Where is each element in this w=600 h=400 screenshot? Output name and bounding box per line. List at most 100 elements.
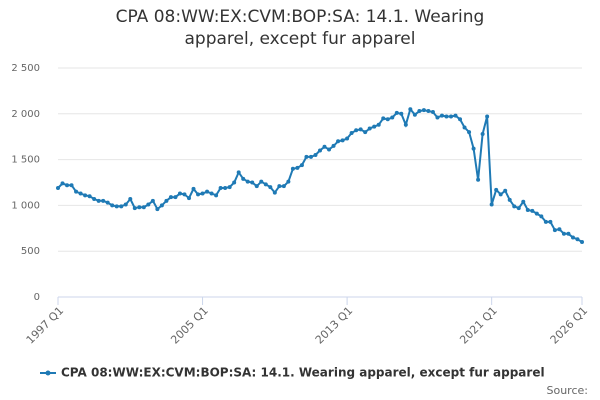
point: [534, 211, 539, 216]
point: [200, 191, 205, 196]
x-tick-label: 1997 Q1: [24, 304, 67, 347]
point: [421, 108, 426, 113]
legend-marker: [45, 370, 51, 376]
point: [187, 196, 191, 201]
point: [150, 198, 155, 203]
point: [439, 113, 444, 118]
point: [494, 187, 499, 192]
point: [218, 185, 223, 190]
point: [525, 207, 530, 212]
point: [381, 116, 386, 121]
chart-title: CPA 08:WW:EX:CVM:BOP:SA: 14.1. Wearing a…: [115, 7, 485, 49]
point: [485, 114, 490, 119]
point: [476, 177, 481, 182]
point: [132, 206, 137, 211]
point: [146, 202, 151, 207]
point: [530, 208, 535, 213]
point: [168, 195, 173, 200]
point: [263, 182, 268, 187]
point: [281, 184, 286, 189]
point: [214, 193, 219, 198]
point: [489, 202, 494, 207]
point: [110, 203, 115, 208]
point: [119, 204, 124, 209]
point: [453, 113, 458, 118]
point: [155, 207, 160, 212]
point: [354, 128, 359, 133]
point: [105, 200, 110, 205]
point: [363, 130, 368, 135]
point: [521, 199, 526, 204]
y-tick-label: 2 000: [11, 109, 40, 120]
y-tick-label: 1 500: [11, 155, 40, 166]
point: [471, 146, 476, 151]
point: [60, 181, 65, 186]
point: [367, 126, 372, 131]
point: [69, 183, 74, 188]
point: [503, 188, 508, 193]
x-tick-label: 2005 Q1: [168, 304, 211, 347]
point: [385, 117, 390, 122]
point: [345, 136, 350, 141]
point: [196, 192, 201, 197]
y-tick-label: 1 000: [11, 200, 40, 211]
point: [336, 139, 341, 144]
point: [268, 185, 273, 190]
point: [580, 240, 584, 245]
point: [575, 237, 580, 242]
point: [209, 191, 214, 196]
point: [308, 154, 313, 159]
point: [566, 231, 571, 236]
point: [403, 122, 408, 127]
legend-label: CPA 08:WW:EX:CVM:BOP:SA: 14.1. Wearing a…: [61, 366, 545, 380]
point: [408, 107, 413, 112]
point: [372, 124, 377, 129]
y-tick-label: 2 500: [11, 63, 40, 74]
point: [159, 203, 164, 208]
point: [318, 148, 322, 153]
point: [331, 143, 336, 148]
point: [358, 127, 363, 132]
point: [232, 180, 237, 185]
point: [444, 114, 449, 119]
point: [254, 184, 259, 189]
point: [539, 214, 544, 219]
point: [507, 197, 512, 202]
point: [498, 192, 503, 197]
point: [570, 235, 575, 240]
point: [65, 183, 70, 188]
point: [286, 179, 291, 184]
point: [74, 189, 79, 194]
point: [259, 179, 264, 184]
point: [394, 110, 399, 115]
point: [376, 122, 381, 127]
point: [96, 198, 101, 203]
point: [245, 179, 250, 184]
x-tick-label: 2013 Q1: [313, 304, 356, 347]
point: [272, 190, 277, 195]
point: [552, 228, 557, 233]
point: [141, 205, 146, 210]
point: [114, 204, 119, 209]
point: [304, 154, 309, 159]
point: [426, 109, 431, 114]
point: [467, 130, 472, 135]
series-line: [57, 107, 583, 243]
point: [101, 198, 106, 203]
point: [182, 192, 187, 197]
point: [399, 111, 404, 116]
point: [327, 147, 332, 152]
point: [241, 176, 246, 181]
point: [295, 165, 300, 170]
point: [512, 204, 517, 209]
point: [236, 170, 241, 175]
point: [417, 109, 422, 114]
point: [516, 206, 521, 211]
point: [137, 205, 142, 210]
point: [313, 153, 318, 158]
x-tick-label: 2026 Q1: [548, 304, 591, 347]
point: [128, 196, 133, 201]
point: [548, 219, 553, 224]
